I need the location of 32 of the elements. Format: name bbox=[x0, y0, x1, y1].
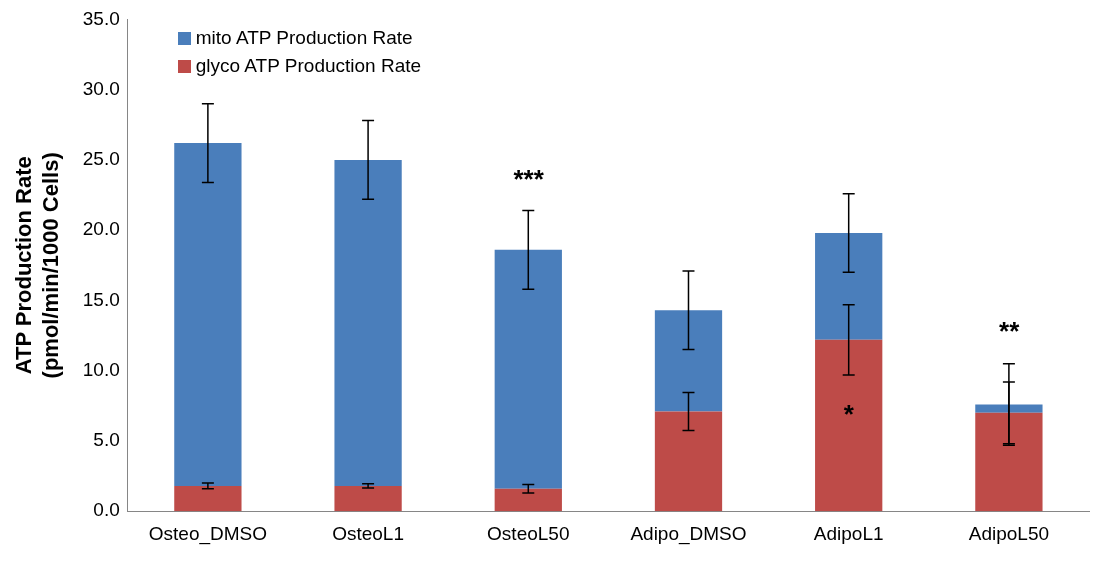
y-tick-label: 25.0 bbox=[82, 148, 120, 170]
x-tick-label: AdipoL1 bbox=[813, 522, 884, 544]
x-tick-label: OsteoL1 bbox=[332, 522, 404, 544]
y-tick-label: 20.0 bbox=[82, 218, 120, 240]
annotation: * bbox=[843, 398, 855, 429]
y-tick-label: 15.0 bbox=[82, 288, 120, 310]
annotation: ** bbox=[999, 315, 1021, 346]
bar bbox=[494, 249, 562, 489]
bar bbox=[334, 485, 402, 512]
bar bbox=[654, 411, 723, 512]
y-tick-label: 5.0 bbox=[93, 429, 120, 451]
bar bbox=[815, 232, 883, 340]
x-tick-label: Osteo_DMSO bbox=[148, 522, 268, 545]
y-axis-title: ATP Production Rate (pmol/min/1000 Cells) bbox=[11, 152, 63, 379]
annotation: *** bbox=[513, 164, 545, 195]
x-tick-label: AdipoL50 bbox=[968, 522, 1050, 544]
bar bbox=[174, 485, 242, 512]
x-tick-label: Adipo_DMSO bbox=[630, 522, 747, 545]
bar bbox=[334, 159, 402, 486]
x-tick-label: OsteoL50 bbox=[487, 522, 570, 544]
y-tick-label: 35.0 bbox=[82, 7, 120, 29]
bar bbox=[975, 412, 1043, 512]
bar bbox=[815, 339, 883, 512]
y-tick-label: 10.0 bbox=[82, 358, 120, 380]
bar bbox=[174, 143, 242, 486]
y-tick-label: 30.0 bbox=[82, 77, 120, 99]
y-tick-label: 0.0 bbox=[93, 499, 120, 521]
legend-label: glyco ATP Production Rate bbox=[195, 55, 422, 78]
bar bbox=[494, 488, 562, 512]
legend-label: mito ATP Production Rate bbox=[195, 27, 413, 50]
bar bbox=[654, 310, 723, 412]
bar bbox=[975, 404, 1043, 413]
